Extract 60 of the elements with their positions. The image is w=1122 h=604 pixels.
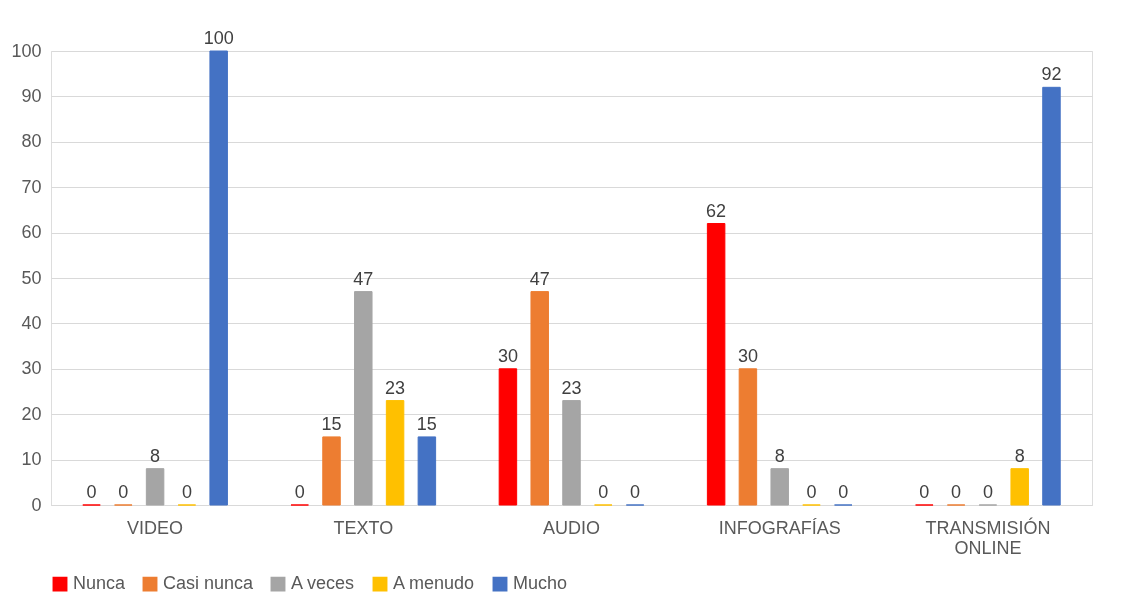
y-tick-label: 60 xyxy=(21,222,42,243)
data-label: 47 xyxy=(529,268,550,289)
bar xyxy=(322,436,341,506)
y-tick-label: 70 xyxy=(21,176,42,197)
data-label: 92 xyxy=(1041,64,1062,85)
legend-label: Nunca xyxy=(73,573,127,594)
x-tick-label: TRANSMISIÓN ONLINE xyxy=(925,516,1051,558)
y-tick-label: 100 xyxy=(11,40,42,61)
data-label: 47 xyxy=(353,268,374,289)
bar xyxy=(417,436,437,506)
legend-label: A menudo xyxy=(393,573,475,594)
bar xyxy=(530,291,549,506)
legend-label: A veces xyxy=(291,573,355,594)
data-label: 0 xyxy=(951,482,962,502)
data-label: 8 xyxy=(1014,445,1025,466)
data-label: 0 xyxy=(630,482,641,502)
data-label: 0 xyxy=(806,482,817,502)
bar xyxy=(354,291,373,506)
x-tick-label: AUDIO xyxy=(542,517,601,538)
bar xyxy=(145,468,165,506)
y-tick-label: 0 xyxy=(31,494,42,515)
bar xyxy=(385,400,405,506)
legend-label: Mucho xyxy=(513,573,568,594)
y-tick-label: 30 xyxy=(21,358,42,379)
x-tick-label: TEXTO xyxy=(333,517,394,538)
data-label: 15 xyxy=(321,413,342,434)
y-tick-label: 20 xyxy=(21,403,42,424)
bar xyxy=(1042,86,1061,506)
data-label: 30 xyxy=(737,345,758,366)
x-tick-label: VIDEO xyxy=(127,517,184,538)
data-label: 0 xyxy=(294,482,305,502)
data-label: 0 xyxy=(919,482,930,502)
data-label: 23 xyxy=(385,377,406,398)
data-label: 0 xyxy=(838,482,849,502)
data-label: 62 xyxy=(706,200,727,221)
data-label: 15 xyxy=(416,413,437,434)
data-label: 8 xyxy=(774,445,785,466)
y-tick-label: 90 xyxy=(21,85,42,106)
data-label: 0 xyxy=(118,482,129,502)
bar xyxy=(562,400,581,506)
bar xyxy=(738,368,758,506)
bar xyxy=(706,223,726,506)
y-tick-label: 50 xyxy=(21,267,42,288)
y-tick-label: 10 xyxy=(21,449,42,470)
y-tick-label: 80 xyxy=(21,131,42,152)
data-label: 100 xyxy=(203,28,234,48)
data-label: 0 xyxy=(86,482,97,502)
data-label: 0 xyxy=(598,482,609,502)
x-tick-label: INFOGRAFÍAS xyxy=(718,517,841,538)
data-label: 30 xyxy=(497,345,518,366)
data-label: 8 xyxy=(150,445,161,466)
y-tick-label: 40 xyxy=(21,312,42,333)
legend-label: Casi nunca xyxy=(163,573,255,594)
data-label: 0 xyxy=(181,482,192,502)
bar xyxy=(1010,468,1029,506)
bar xyxy=(770,468,789,506)
bar xyxy=(209,50,228,506)
data-label: 23 xyxy=(561,377,582,398)
bar xyxy=(498,368,518,506)
data-label: 0 xyxy=(982,482,993,502)
